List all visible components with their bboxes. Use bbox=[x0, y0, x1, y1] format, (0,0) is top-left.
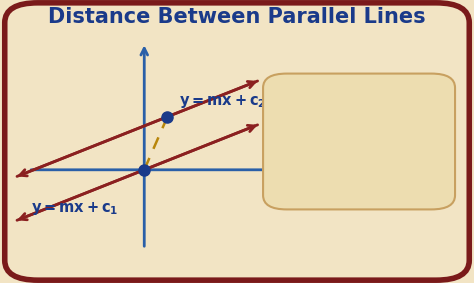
Text: $|\mathbf{C_2 - C_1}|$: $|\mathbf{C_2 - C_1}|$ bbox=[358, 95, 431, 117]
Text: $\mathbf{D}$ =: $\mathbf{D}$ = bbox=[321, 115, 357, 134]
Text: $\mathbf{\sqrt{1+\, m^2}}$: $\mathbf{\sqrt{1+\, m^2}}$ bbox=[356, 131, 434, 158]
Text: $\mathbf{y = mx + c_2}$: $\mathbf{y = mx + c_2}$ bbox=[179, 93, 266, 110]
Text: Distance Between Parallel Lines: Distance Between Parallel Lines bbox=[48, 7, 426, 27]
Text: $\mathbf{y = mx + c_1}$: $\mathbf{y = mx + c_1}$ bbox=[31, 200, 118, 216]
